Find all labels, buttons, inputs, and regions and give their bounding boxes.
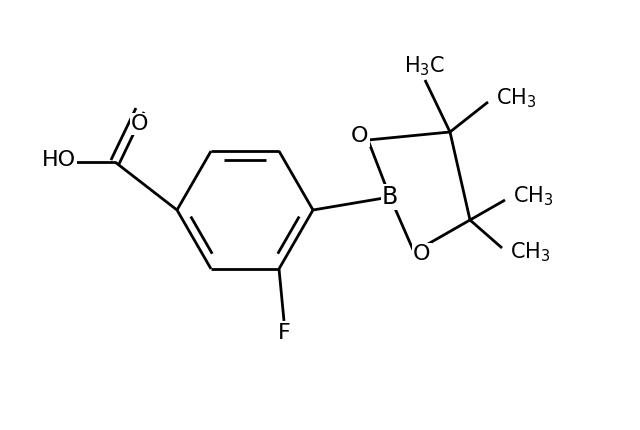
Text: CH$_3$: CH$_3$ bbox=[510, 240, 550, 264]
Text: O: O bbox=[351, 126, 369, 146]
Text: B: B bbox=[382, 185, 398, 209]
Text: CH$_3$: CH$_3$ bbox=[513, 184, 554, 208]
Text: CH$_3$: CH$_3$ bbox=[496, 86, 536, 110]
Text: O: O bbox=[131, 114, 148, 134]
Text: O: O bbox=[413, 244, 431, 264]
Text: H$_3$C: H$_3$C bbox=[404, 54, 445, 78]
Text: F: F bbox=[278, 323, 291, 343]
Text: HO: HO bbox=[42, 150, 76, 170]
